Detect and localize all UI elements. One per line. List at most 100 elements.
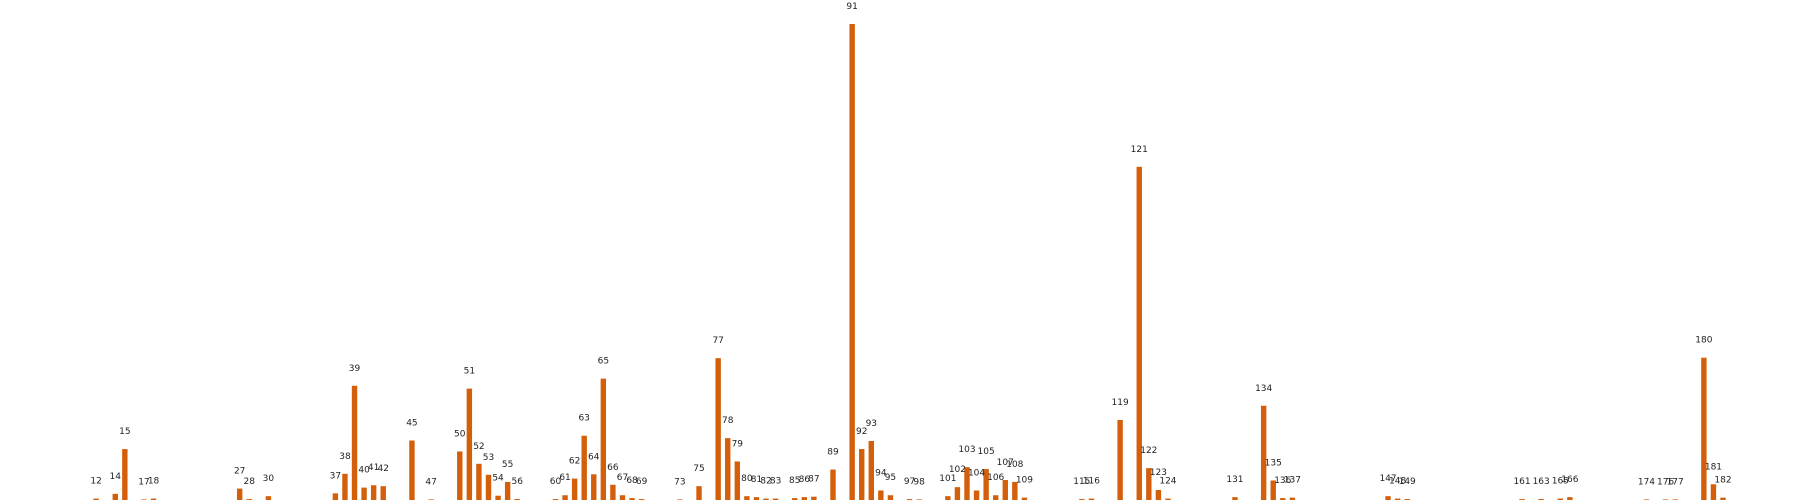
bar-label-119: 119	[1112, 398, 1129, 408]
bar-75	[696, 486, 702, 500]
bar-label-89: 89	[827, 448, 839, 458]
bar-93	[868, 440, 874, 500]
bar-label-64: 64	[588, 452, 600, 462]
bar-38	[342, 473, 348, 500]
bar-87	[811, 496, 817, 500]
bar-label-38: 38	[339, 452, 351, 462]
bar-27	[236, 488, 243, 500]
bar-119	[1117, 420, 1123, 500]
bar-label-17: 17	[138, 477, 149, 487]
bar-85	[792, 498, 798, 500]
bar-79	[734, 461, 741, 500]
bar-label-102: 102	[949, 465, 966, 475]
bar-92	[859, 449, 865, 500]
bar-label-14: 14	[110, 472, 122, 482]
bar-label-63: 63	[578, 414, 589, 424]
bar-182	[1720, 497, 1726, 500]
bar-label-85: 85	[789, 476, 800, 486]
bar-label-79: 79	[732, 439, 744, 449]
bar-51	[466, 388, 473, 500]
bar-105	[983, 469, 989, 500]
bar-label-62: 62	[569, 457, 580, 467]
bar-label-73: 73	[674, 477, 685, 487]
bar-label-95: 95	[885, 473, 896, 483]
bar-label-177: 177	[1667, 477, 1684, 487]
bar-label-94: 94	[875, 468, 887, 478]
bar-82	[763, 498, 769, 500]
bar-label-61: 61	[559, 473, 570, 483]
bar-label-47: 47	[425, 477, 436, 487]
bar-label-53: 53	[483, 453, 494, 463]
bar-106	[993, 495, 999, 500]
bar-54	[495, 495, 501, 500]
bar-102	[954, 487, 961, 500]
bar-label-51: 51	[464, 367, 475, 377]
bar-63	[581, 435, 587, 500]
bar-label-103: 103	[958, 445, 975, 455]
bar-label-180: 180	[1695, 336, 1712, 346]
bar-label-82: 82	[760, 477, 771, 487]
bar-165	[1557, 498, 1564, 500]
bar-83	[772, 498, 779, 500]
bar-15	[122, 449, 128, 500]
bar-67	[619, 495, 626, 500]
bar-label-115: 115	[1073, 477, 1090, 487]
bar-label-104: 104	[968, 468, 985, 478]
bar-62	[571, 478, 578, 500]
bar-166	[1567, 497, 1573, 500]
bar-label-93: 93	[866, 419, 877, 429]
bar-81	[753, 497, 760, 500]
bar-55	[504, 481, 511, 500]
bar-label-69: 69	[636, 477, 648, 487]
bar-label-83: 83	[770, 477, 781, 487]
bar-136	[1280, 498, 1286, 500]
bar-label-134: 134	[1255, 384, 1272, 394]
bar-104	[973, 490, 980, 500]
bar-86	[801, 497, 807, 500]
bar-122	[1146, 468, 1152, 500]
bar-label-161: 161	[1513, 477, 1530, 487]
bar-label-123: 123	[1150, 468, 1167, 478]
bar-label-116: 116	[1083, 477, 1100, 487]
bar-137	[1289, 497, 1296, 500]
bar-label-181: 181	[1705, 462, 1722, 472]
bar-91	[849, 24, 855, 500]
bar-label-15: 15	[119, 427, 130, 437]
bar-label-109: 109	[1016, 476, 1033, 486]
bar-label-106: 106	[987, 473, 1004, 483]
bar-label-40: 40	[358, 466, 370, 476]
bar-label-86: 86	[799, 475, 811, 485]
bar-label-165: 165	[1552, 477, 1569, 487]
bar-181	[1710, 484, 1717, 500]
bar-label-60: 60	[550, 477, 562, 487]
bar-label-174: 174	[1638, 477, 1655, 487]
bar-94	[878, 490, 884, 500]
bar-53	[485, 474, 492, 500]
bar-40	[361, 487, 367, 500]
bar-135	[1270, 480, 1276, 500]
bar-label-65: 65	[598, 357, 609, 367]
bar-label-12: 12	[90, 477, 101, 487]
bar-label-163: 163	[1533, 477, 1550, 487]
bar-37	[332, 493, 339, 500]
bar-label-136: 136	[1274, 476, 1291, 486]
bar-label-91: 91	[846, 2, 857, 12]
bar-label-41: 41	[368, 463, 379, 473]
bar-41	[370, 485, 377, 500]
bar-label-77: 77	[712, 336, 723, 346]
bar-label-97: 97	[904, 477, 915, 487]
bar-77	[715, 358, 721, 500]
bar-label-87: 87	[808, 475, 819, 485]
bar-label-147: 147	[1379, 474, 1396, 484]
bar-label-137: 137	[1284, 476, 1301, 486]
bar-label-131: 131	[1226, 475, 1243, 485]
bar-116	[1088, 498, 1095, 500]
bar-121	[1136, 166, 1142, 500]
bar-label-30: 30	[263, 474, 275, 484]
bar-label-148: 148	[1389, 477, 1406, 487]
bar-label-92: 92	[856, 427, 867, 437]
bar-134	[1260, 405, 1267, 500]
bar-131	[1232, 497, 1238, 500]
bar-label-149: 149	[1399, 477, 1416, 487]
